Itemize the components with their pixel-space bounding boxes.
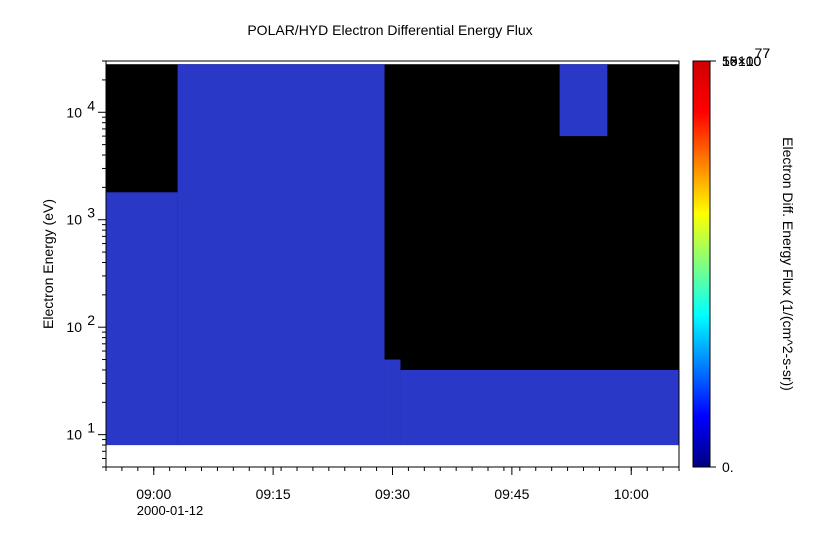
colorbar-tick-exponent: 7	[755, 45, 763, 61]
colorbar-tick-exponent: 7	[762, 45, 770, 61]
flux-layer	[106, 64, 679, 446]
y-tick-label: 10	[66, 319, 82, 335]
y-tick-exponent: 2	[87, 312, 95, 328]
y-tick-exponent: 1	[87, 420, 95, 436]
flux-region-3	[400, 369, 679, 446]
x-tick-label: 09:00	[136, 486, 171, 502]
colorbar-tick-label: 10×10	[722, 53, 762, 69]
y-axis-label: Electron Energy (eV)	[40, 199, 56, 329]
x-tick-label: 09:30	[375, 486, 410, 502]
colorbar-axis: 0.5×10 710×10 715×10 7	[710, 45, 770, 475]
colorbar-tick-label: 0.	[722, 459, 734, 475]
flux-region-0	[106, 192, 178, 446]
date-label: 2000-01-12	[137, 503, 204, 518]
chart-title: POLAR/HYD Electron Differential Energy F…	[247, 22, 532, 38]
colorbar-tick-label: 15×10	[722, 53, 762, 69]
flux-region-1	[177, 64, 385, 446]
y-tick-exponent: 4	[87, 97, 95, 113]
y-tick-label: 10	[66, 104, 82, 120]
y-tick-exponent: 3	[87, 205, 95, 221]
y-tick-label: 10	[66, 427, 82, 443]
flux-region-2	[384, 359, 401, 446]
x-tick-label: 10:00	[614, 486, 649, 502]
colorbar-tick-label: 5×10	[722, 53, 754, 69]
flux-region-4	[559, 64, 608, 137]
x-axis: 09:00 09:15 09:30 09:45 10:00	[105, 467, 680, 502]
colorbar-tick-exponent: 7	[762, 45, 770, 61]
y-tick-label: 10	[66, 212, 82, 228]
y-axis: 10 1 10 2 10 3 10 4	[66, 60, 106, 468]
x-tick-label: 09:15	[256, 486, 291, 502]
colorbar-label: Electron Diff. Energy Flux (1/(cm^2-s-sr…	[780, 137, 796, 391]
colorbar	[692, 60, 711, 468]
x-tick-label: 09:45	[494, 486, 529, 502]
